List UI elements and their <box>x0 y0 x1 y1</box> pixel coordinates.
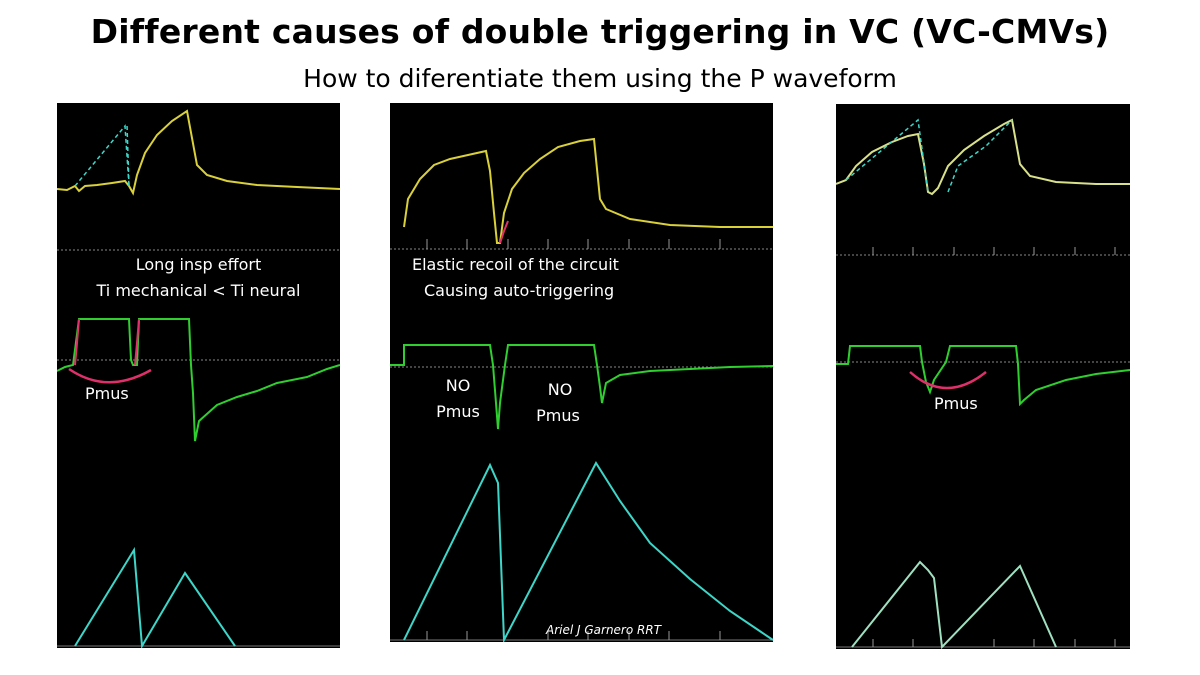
time-ticks-bottom <box>426 631 721 640</box>
pmus-label: Pmus <box>85 384 129 403</box>
pressure-waveform <box>403 137 773 244</box>
pmus-arc <box>68 367 152 384</box>
waveform-plot-right <box>836 118 1130 649</box>
author-credit: Ariel J Garnero RRT <box>546 623 662 637</box>
pressure-dashed-reference <box>74 124 130 187</box>
waveform-panel-right: Pmus <box>836 104 1130 649</box>
flow-waveform <box>57 318 340 442</box>
no-pmus-label-2a: NO <box>547 380 573 399</box>
panel-middle-caption-2: Causing auto-triggering <box>424 281 615 300</box>
panel-middle-caption-1: Elastic recoil of the circuit <box>412 255 619 274</box>
trigger-marker-2 <box>134 318 140 366</box>
volume-waveform <box>403 460 773 642</box>
trigger-marker-1 <box>74 318 80 366</box>
pmus-arc <box>909 371 987 390</box>
panel-left-caption-2: Ti mechanical < Ti neural <box>96 281 301 300</box>
waveform-plot-left <box>57 109 340 648</box>
trigger-marker <box>499 220 509 244</box>
panel-left-caption-1: Long insp effort <box>135 255 262 274</box>
flow-waveform <box>390 344 773 430</box>
time-ticks-bottom <box>872 639 1116 647</box>
pressure-dashed-reference <box>845 118 929 193</box>
pressure-dashed-reference-2 <box>947 119 1013 193</box>
volume-waveform <box>74 546 236 648</box>
pressure-waveform <box>57 109 340 196</box>
no-pmus-label-2b: Pmus <box>536 406 580 425</box>
waveform-panel-middle: Elastic recoil of the circuit Causing au… <box>390 103 773 642</box>
waveform-plot-middle <box>390 137 773 642</box>
flow-waveform <box>836 345 1130 407</box>
pressure-waveform <box>836 118 1130 196</box>
time-ticks <box>872 247 1116 255</box>
waveform-panel-left: Long insp effort Ti mechanical < Ti neur… <box>57 103 340 648</box>
slide-subtitle: How to diferentiate them using the P wav… <box>303 64 897 93</box>
time-ticks <box>426 239 721 249</box>
volume-waveform <box>851 560 1057 649</box>
no-pmus-label-1b: Pmus <box>436 402 480 421</box>
no-pmus-label-1a: NO <box>445 376 471 395</box>
pressure-dashed-reference-2 <box>126 124 130 187</box>
pmus-label: Pmus <box>934 394 978 413</box>
slide-title: Different causes of double triggering in… <box>90 12 1110 51</box>
